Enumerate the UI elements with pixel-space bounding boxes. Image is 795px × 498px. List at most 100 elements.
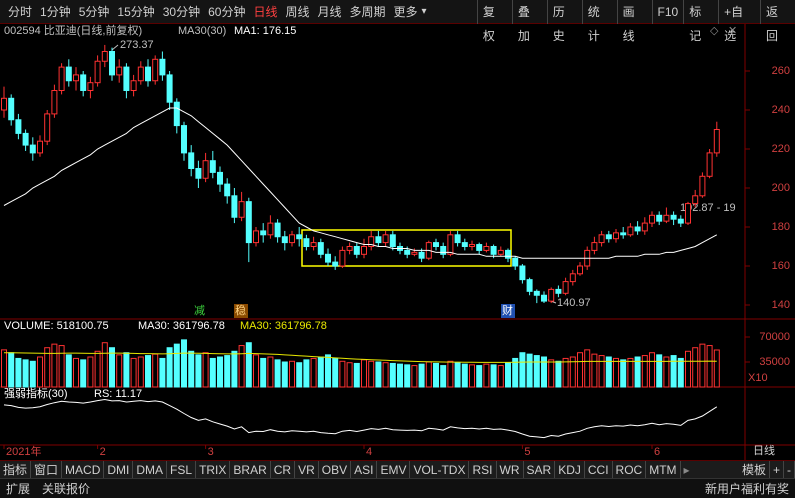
axis-tab[interactable]: 日线 (753, 443, 775, 457)
volume-bar (440, 365, 447, 388)
volume-bar (289, 360, 295, 388)
period-tab[interactable]: 15分钟 (117, 5, 155, 19)
volume-bar (137, 356, 144, 388)
indicator-tab[interactable]: ROC (613, 460, 647, 479)
candle-body (663, 214, 670, 222)
period-tab[interactable]: 5分钟 (78, 5, 110, 19)
indicator-tab[interactable]: WR (497, 460, 524, 479)
candle-body (569, 273, 576, 283)
period-tab[interactable]: 分时 (8, 5, 33, 19)
volume-bar (505, 362, 511, 388)
indicator-tab[interactable]: KDJ (555, 460, 585, 479)
volume-bar (58, 345, 65, 388)
x-tick-label: 2 (100, 446, 106, 458)
indicator-tab[interactable]: MTM (646, 460, 681, 479)
status-link[interactable]: 关联报价 (42, 482, 91, 496)
volume-bar (598, 355, 605, 388)
indicator-tab[interactable]: TRIX (196, 460, 231, 479)
tab-group: 指标 窗口 MACD DMI DMA FSL TRIX BRAR CR VR OBV ASI EMV VO… (0, 460, 681, 479)
tab-tool[interactable]: - (784, 460, 795, 479)
candle-body (130, 80, 137, 91)
candle-body (433, 242, 439, 247)
event-marker[interactable]: 减 (194, 304, 205, 317)
indicator-tab[interactable]: VOL-TDX (410, 460, 470, 479)
toolbar-button[interactable]: +自选 (718, 0, 760, 43)
period-tab[interactable]: 月线 (317, 5, 342, 19)
candle-body (166, 74, 173, 103)
candle-body (116, 66, 123, 76)
panel-subtitle: MA30: 361796.78 (138, 320, 225, 332)
indicator-tab[interactable]: MACD (62, 460, 105, 479)
volume-bar (461, 363, 468, 388)
period-tab[interactable]: 日线 (253, 5, 278, 19)
toolbar-button[interactable]: 叠加 (511, 0, 547, 43)
event-marker[interactable]: 财 (502, 303, 513, 317)
volume-bar (605, 356, 612, 388)
tab-tools: 模板 + - (739, 460, 795, 479)
period-tab[interactable]: 更多 (393, 5, 418, 19)
volume-bar (166, 347, 173, 388)
y-tick-label: 140 (772, 299, 790, 311)
indicator-tab[interactable]: RSI (469, 460, 497, 479)
period-tab[interactable]: 周线 (285, 5, 310, 19)
status-link[interactable]: 扩展 (6, 482, 31, 496)
tab-tool[interactable]: + (770, 460, 784, 479)
toolbar-button[interactable]: 标记 (683, 0, 718, 43)
indicator-tab[interactable]: VR (295, 460, 319, 479)
candle-body (317, 242, 324, 255)
candle-body (699, 175, 706, 197)
volume-bar (73, 357, 79, 388)
period-tab[interactable]: 1分钟 (40, 5, 71, 19)
indicator-tab[interactable]: EMV (377, 460, 411, 479)
dropdown-arrow[interactable]: ▾ (421, 6, 427, 17)
icon[interactable]: ✕ (728, 25, 737, 37)
toolbar-button[interactable]: 统计 (581, 0, 617, 43)
indicator-tabs: 指标 窗口 MACD DMI DMA FSL TRIX BRAR CR VR OBV ASI EMV VO… (0, 460, 795, 479)
candle-body (598, 234, 605, 244)
indicator-tab[interactable]: BRAR (230, 460, 271, 479)
indicator-tab[interactable]: OBV (319, 460, 352, 479)
toolbar-button[interactable]: 返回 (760, 0, 795, 43)
scroll-arrow[interactable]: ▸ (683, 462, 690, 477)
period-tab[interactable]: 60分钟 (208, 5, 246, 19)
volume-bar (94, 350, 101, 388)
candle-body (202, 160, 209, 179)
x-tick-label: 5 (524, 446, 530, 458)
indicator-tab[interactable]: DMI (104, 460, 134, 479)
y-tick-label: 200 (772, 182, 790, 194)
volume-bar (663, 356, 670, 388)
volume-bar (130, 357, 137, 388)
indicator-tab[interactable]: FSL (167, 460, 197, 479)
volume-bar (217, 356, 223, 388)
toolbar-button[interactable]: 历史 (546, 0, 582, 43)
volume-bar (303, 359, 310, 388)
period-tab[interactable]: 30分钟 (162, 5, 201, 19)
x-tick-label: 4 (366, 446, 372, 458)
volume-bar (325, 354, 331, 388)
indicator-tab[interactable]: DMA (133, 460, 168, 479)
promo[interactable]: 新用户福利有奖 (704, 482, 789, 496)
toolbar-button[interactable]: F10 (651, 0, 684, 24)
candle-body (404, 249, 411, 255)
event-marker[interactable]: 稳 (235, 303, 246, 317)
volume-bar (238, 345, 245, 388)
indicator-tab[interactable]: SAR (524, 460, 556, 479)
indicator-tab[interactable]: ASI (351, 460, 378, 479)
chart-title: 002594 比亚迪(日线,前复权) (4, 23, 142, 37)
period-tab[interactable]: 多周期 (349, 5, 386, 19)
indicator-tab[interactable]: CR (271, 460, 296, 479)
volume-bar (577, 352, 583, 388)
toolbar-button[interactable]: 复权 (476, 0, 512, 43)
volume-bar (397, 363, 403, 388)
volume-bar (713, 349, 720, 388)
candle-body (512, 257, 519, 267)
candle-body (325, 253, 331, 263)
tab-tool[interactable]: 模板 (739, 460, 770, 479)
candle-body (541, 294, 547, 302)
candle-body (51, 89, 58, 115)
indicator-tab[interactable]: 指标 (0, 460, 32, 479)
indicator-tab[interactable]: 窗口 (31, 460, 63, 479)
icon[interactable]: ◇ (710, 25, 719, 37)
indicator-tab[interactable]: CCI (585, 460, 613, 479)
toolbar-button[interactable]: 画线 (616, 0, 652, 43)
